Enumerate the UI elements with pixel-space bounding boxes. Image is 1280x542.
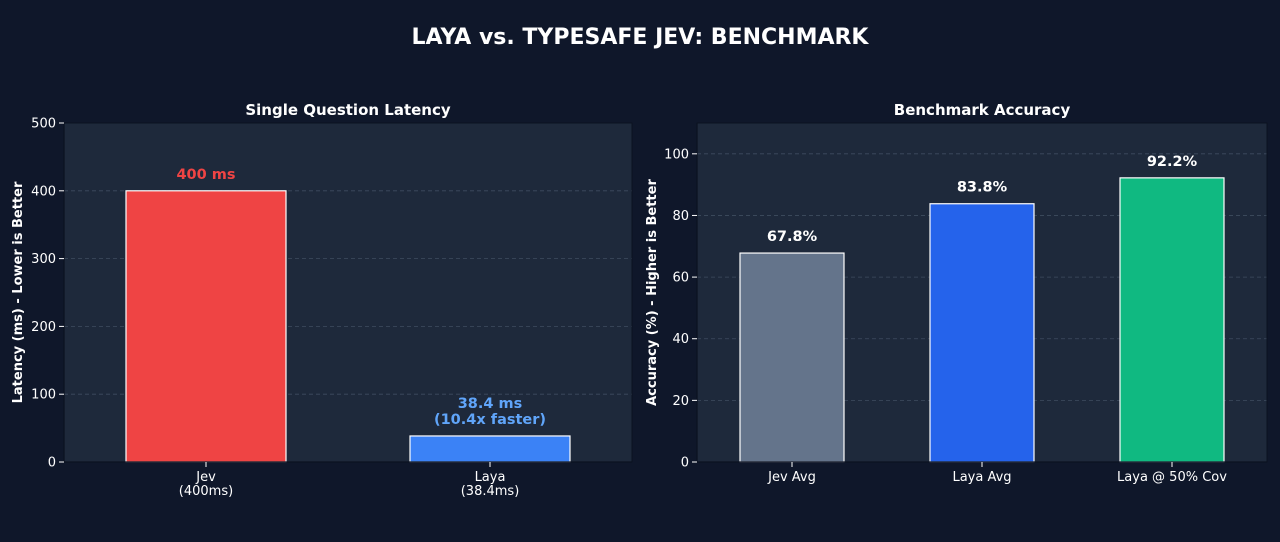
accuracy-data-label: 92.2% xyxy=(1147,154,1198,170)
accuracy-x-tick-label: Laya @ 50% Cov xyxy=(1117,470,1227,485)
accuracy-chart: 0 20 40 60 80 100 Jev Avg Laya Avg Laya @ 50% Co… xyxy=(645,101,1268,485)
accuracy-bar xyxy=(1119,177,1225,463)
accuracy-y-tick-label: 20 xyxy=(672,394,689,409)
latency-chart-title: Single Question Latency xyxy=(245,101,451,119)
latency-x-tick-label: Jev (400ms) xyxy=(179,470,233,499)
accuracy-y-tick-label: 40 xyxy=(672,332,689,347)
accuracy-bar xyxy=(739,252,845,463)
accuracy-y-tick-label: 60 xyxy=(672,271,689,286)
latency-x-tick-label: Laya (38.4ms) xyxy=(461,470,520,499)
accuracy-data-label: 83.8% xyxy=(957,180,1008,196)
accuracy-bar xyxy=(929,203,1035,463)
latency-chart: 0 100 200 300 400 500 Jev (400ms) Laya (38.4ms) 40… xyxy=(11,101,633,499)
latency-bar xyxy=(125,190,287,463)
figure-title: LAYA vs. TYPESAFE JEV: BENCHMARK xyxy=(412,25,870,50)
latency-y-tick-label: 0 xyxy=(48,456,56,471)
accuracy-y-axis-label: Accuracy (%) - Higher is Better xyxy=(645,179,660,406)
accuracy-chart-title: Benchmark Accuracy xyxy=(894,101,1071,119)
latency-y-tick-label: 500 xyxy=(31,117,56,132)
accuracy-y-tick-label: 100 xyxy=(664,147,689,162)
accuracy-y-tick-label: 80 xyxy=(672,209,689,224)
latency-bar xyxy=(409,435,571,463)
latency-data-label: 38.4 ms (10.4x faster) xyxy=(434,396,546,428)
latency-y-tick-label: 400 xyxy=(31,184,56,199)
latency-y-axis-label: Latency (ms) - Lower is Better xyxy=(11,181,26,403)
latency-y-tick-label: 200 xyxy=(31,320,56,335)
accuracy-data-label: 67.8% xyxy=(767,229,818,245)
accuracy-x-tick-label: Laya Avg xyxy=(952,470,1011,485)
accuracy-x-tick-label: Jev Avg xyxy=(767,470,816,485)
latency-y-tick-label: 300 xyxy=(31,252,56,267)
accuracy-y-tick-label: 0 xyxy=(681,456,689,471)
latency-y-tick-label: 100 xyxy=(31,388,56,403)
latency-data-label: 400 ms xyxy=(176,167,235,183)
